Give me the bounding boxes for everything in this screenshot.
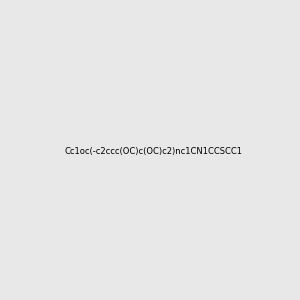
Text: Cc1oc(-c2ccc(OC)c(OC)c2)nc1CN1CCSCC1: Cc1oc(-c2ccc(OC)c(OC)c2)nc1CN1CCSCC1 [65, 147, 243, 156]
